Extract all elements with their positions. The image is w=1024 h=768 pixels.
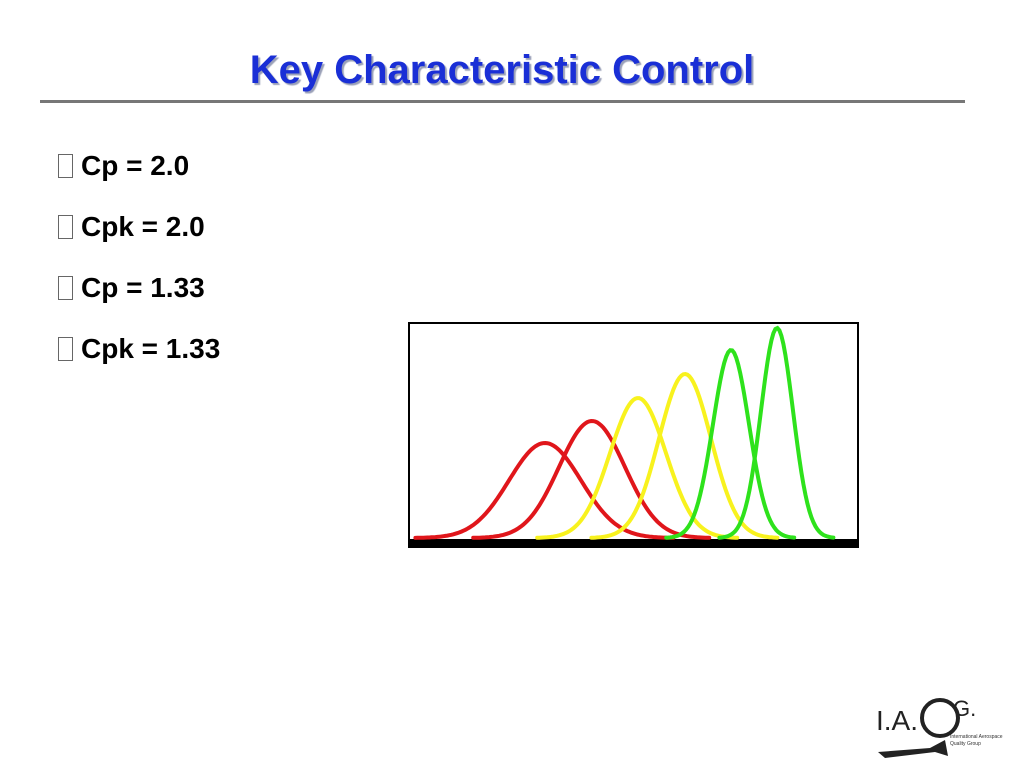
logo-caption: International Aerospace <box>950 734 1003 740</box>
logo-text: Q <box>928 703 951 736</box>
title-rule <box>40 100 965 103</box>
logo-text: G. <box>953 696 976 721</box>
distribution-curves <box>413 325 836 540</box>
distribution-curve <box>589 371 780 540</box>
bullet: Cpk = 2.0 <box>58 211 205 243</box>
bullet-glyph <box>58 154 73 178</box>
distribution-curve <box>535 396 740 540</box>
bullet-glyph <box>58 337 73 361</box>
bullet: Cp = 2.0 <box>58 150 189 182</box>
bullet: Cpk = 1.33 <box>58 333 220 365</box>
bullet-text: Cp = 2.0 <box>81 150 190 181</box>
distribution-frame <box>408 322 859 548</box>
distribution-curve <box>664 348 797 540</box>
slide-title: Key Characteristic Control <box>249 48 755 92</box>
distribution-curve <box>717 325 836 540</box>
logo-globe <box>920 698 960 738</box>
bullet-glyph <box>58 215 73 239</box>
logo-caption: Quality Group <box>950 741 981 747</box>
bullet-text: Cpk = 2.0 <box>81 211 205 242</box>
logo: I.A. Q G. International Aerospace Qualit… <box>876 696 1003 758</box>
bullet-text: Cp = 1.33 <box>81 272 205 303</box>
baseline <box>409 539 858 547</box>
logo-text: I.A. <box>876 705 918 736</box>
logo-plane <box>878 740 948 758</box>
bullet-glyph <box>58 276 73 300</box>
bullet: Cp = 1.33 <box>58 272 205 304</box>
bullet-text: Cpk = 1.33 <box>81 333 221 364</box>
distribution-curve <box>471 418 712 540</box>
distribution-curve <box>413 440 676 540</box>
